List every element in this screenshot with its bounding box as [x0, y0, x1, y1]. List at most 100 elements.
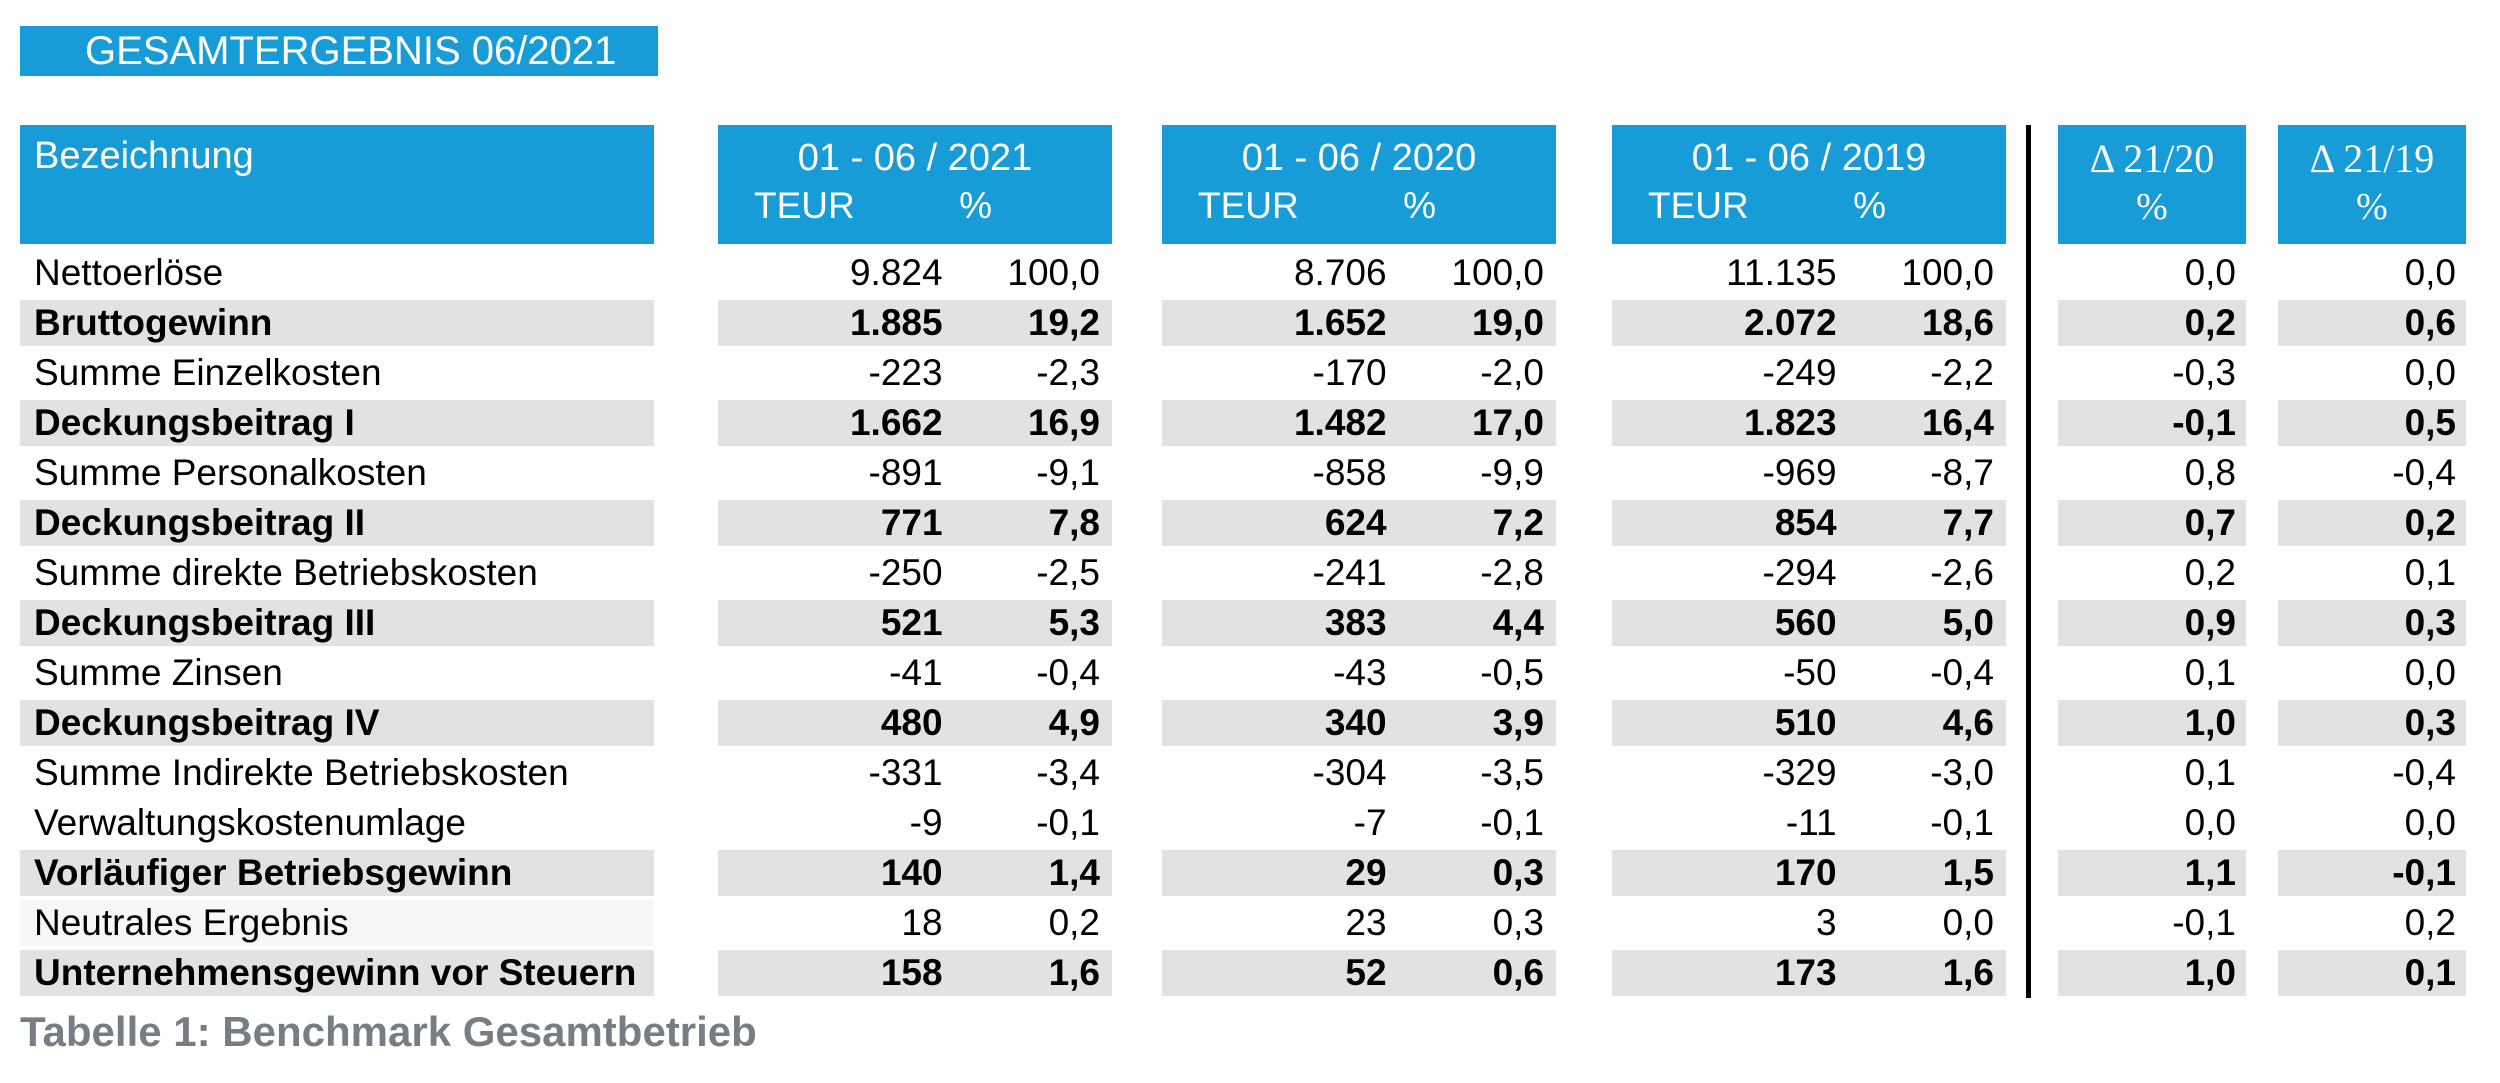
value-cell: 1.662 16,9	[718, 398, 1112, 448]
teur-value: 510	[1774, 702, 1837, 743]
pct-value: 0,6	[1492, 952, 1544, 993]
pct-value: 4,4	[1492, 602, 1544, 643]
pct-value: 5,0	[1942, 602, 1994, 643]
row-label: Nettoerlöse	[20, 248, 654, 298]
teur-value: -7	[1353, 802, 1387, 843]
teur-value: 624	[1324, 502, 1387, 543]
value-cell: -9 -0,1	[718, 798, 1112, 848]
teur-value: 8.706	[1293, 252, 1387, 293]
value-cell: -241 -2,8	[1162, 548, 1556, 598]
pct-value: -0,4	[1036, 652, 1100, 693]
delta-value: -0,3	[2058, 348, 2246, 398]
delta-value: 0,1	[2058, 748, 2246, 798]
value-cell: -41 -0,4	[718, 648, 1112, 698]
subheader-pct-delta-21-20: %	[2136, 186, 2168, 228]
period-label-2021: 01 - 06 / 2021	[797, 137, 1033, 179]
value-cell: 2.072 18,6	[1612, 298, 2006, 348]
value-cell: 383 4,4	[1162, 598, 1556, 648]
pct-value: 1,4	[1048, 852, 1100, 893]
value-cell: -43 -0,5	[1162, 648, 1556, 698]
teur-value: 18	[901, 902, 943, 943]
value-cell: 771 7,8	[718, 498, 1112, 548]
delta-value: 0,1	[2278, 548, 2466, 598]
pct-value: -8,7	[1930, 452, 1994, 493]
subheader-pct-2019: %	[1853, 185, 1886, 226]
pct-value: 0,3	[1492, 902, 1544, 943]
delta-value: 1,0	[2058, 698, 2246, 748]
pct-value: 19,2	[1027, 302, 1100, 343]
pct-value: 4,9	[1048, 702, 1100, 743]
delta-value: 0,3	[2278, 598, 2466, 648]
value-cell: 340 3,9	[1162, 698, 1556, 748]
pct-value: -2,3	[1036, 352, 1100, 393]
pct-value: -9,9	[1480, 452, 1544, 493]
pct-value: 7,2	[1492, 502, 1544, 543]
delta-value: 0,9	[2058, 598, 2246, 648]
column-block-2019: 01 - 06 / 2019 TEUR % 11.135 100,0 2.072 18…	[1612, 125, 2006, 998]
column-header-2021: 01 - 06 / 2021 TEUR %	[718, 125, 1112, 244]
label-rows: Nettoerlöse Bruttogewinn Summe Einzelkoste…	[20, 248, 654, 998]
teur-value: 771	[880, 502, 943, 543]
pct-value: -0,4	[1930, 652, 1994, 693]
pct-value: -2,0	[1480, 352, 1544, 393]
delta-value: 0,6	[2278, 298, 2466, 348]
subheader-pct-2021: %	[959, 185, 992, 226]
row-label: Summe direkte Betriebskosten	[20, 548, 654, 598]
pct-value: -0,5	[1480, 652, 1544, 693]
pct-value: -9,1	[1036, 452, 1100, 493]
teur-value: -250	[868, 552, 943, 593]
pct-value: 100,0	[1007, 252, 1100, 293]
pct-value: 1,6	[1942, 952, 1994, 993]
value-cell: 140 1,4	[718, 848, 1112, 898]
pct-value: 19,0	[1471, 302, 1544, 343]
teur-value: 521	[880, 602, 943, 643]
table-caption: Tabelle 1: Benchmark Gesamtbetrieb	[20, 1008, 757, 1055]
delta-value: 0,0	[2058, 248, 2246, 298]
column-block-delta-21-20: Δ 21/20 % 0,0 0,2 -0,3 -0,1 0,8 0,7 0,2 0,9 0,1 1…	[2058, 125, 2246, 998]
delta-value: 0,0	[2278, 798, 2466, 848]
delta-value: 0,8	[2058, 448, 2246, 498]
value-cell: 510 4,6	[1612, 698, 2006, 748]
column-block-delta-21-19: Δ 21/19 % 0,0 0,6 0,0 0,5 -0,4 0,2 0,1 0,3 0,0 0,…	[2278, 125, 2466, 998]
pct-value: -0,1	[1036, 802, 1100, 843]
delta-value: 0,3	[2278, 698, 2466, 748]
values-delta-21-19: 0,0 0,6 0,0 0,5 -0,4 0,2 0,1 0,3 0,0 0,3 -0,4 0,0 -0…	[2278, 248, 2466, 998]
teur-value: 2.072	[1743, 302, 1837, 343]
value-cell: 170 1,5	[1612, 848, 2006, 898]
value-cell: -329 -3,0	[1612, 748, 2006, 798]
teur-value: 170	[1774, 852, 1837, 893]
delta-value: 0,1	[2058, 648, 2246, 698]
value-cell: -250 -2,5	[718, 548, 1112, 598]
teur-value: 1.482	[1293, 402, 1387, 443]
value-cell: 1.885 19,2	[718, 298, 1112, 348]
row-label: Neutrales Ergebnis	[20, 898, 654, 948]
value-cell: -891 -9,1	[718, 448, 1112, 498]
pct-value: 7,8	[1048, 502, 1100, 543]
value-cell: 560 5,0	[1612, 598, 2006, 648]
teur-value: -50	[1783, 652, 1837, 693]
pct-value: 0,2	[1048, 902, 1100, 943]
teur-value: 340	[1324, 702, 1387, 743]
pct-value: -3,0	[1930, 752, 1994, 793]
pct-value: 0,0	[1942, 902, 1994, 943]
delta-value: 1,1	[2058, 848, 2246, 898]
column-header-2020: 01 - 06 / 2020 TEUR %	[1162, 125, 1556, 244]
teur-value: 560	[1774, 602, 1837, 643]
value-cell: -249 -2,2	[1612, 348, 2006, 398]
value-cell: 18 0,2	[718, 898, 1112, 948]
value-cell: -223 -2,3	[718, 348, 1112, 398]
column-block-2021: 01 - 06 / 2021 TEUR % 9.824 100,0 1.885 19,…	[718, 125, 1112, 998]
value-cell: -170 -2,0	[1162, 348, 1556, 398]
column-header-2019: 01 - 06 / 2019 TEUR %	[1612, 125, 2006, 244]
value-cell: 11.135 100,0	[1612, 248, 2006, 298]
subheader-teur-2019: TEUR	[1648, 185, 1749, 226]
value-cell: 624 7,2	[1162, 498, 1556, 548]
teur-value: 11.135	[1726, 252, 1837, 293]
teur-value: 173	[1774, 952, 1837, 993]
delta-value: 0,0	[2278, 348, 2466, 398]
teur-value: -43	[1333, 652, 1387, 693]
teur-value: 140	[880, 852, 943, 893]
value-cell: 480 4,9	[718, 698, 1112, 748]
pct-value: -0,1	[1480, 802, 1544, 843]
values-2020: 8.706 100,0 1.652 19,0 -170 -2,0 1.482 17,0 -858…	[1162, 248, 1556, 998]
